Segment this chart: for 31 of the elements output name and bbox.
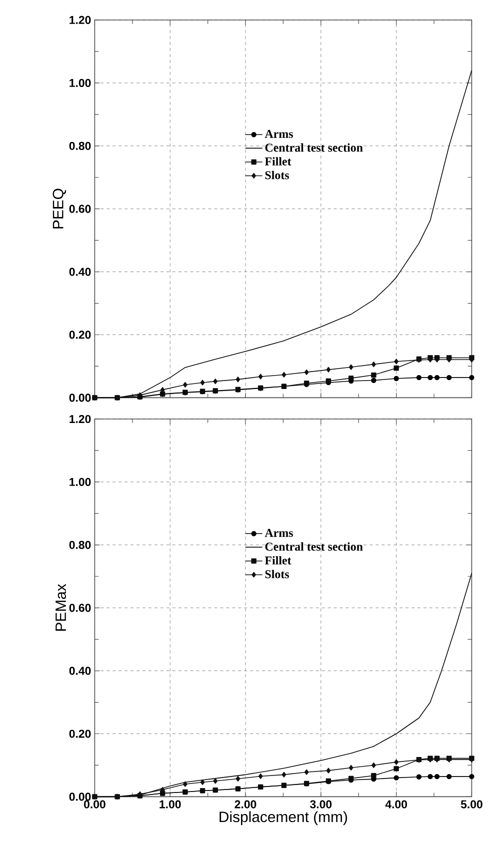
x-axis-title: Displacement (mm) — [220, 811, 348, 826]
legend-label: Fillet — [264, 157, 292, 166]
y-tick-label: 0.60 — [69, 604, 91, 612]
legend-label: Central test section — [265, 542, 363, 551]
legend-label: Fillet — [264, 556, 292, 564]
legend-label: Central test section — [265, 143, 363, 152]
y-tick-label: 0.00 — [69, 394, 91, 402]
x-tick-label: 2.00 — [234, 800, 256, 808]
y-axis-title: PEMax — [56, 584, 66, 631]
legend-label: Arms — [264, 528, 293, 537]
y-tick-label: 0.00 — [69, 792, 91, 801]
x-tick-label: 1.00 — [160, 800, 181, 808]
y-tick-label: 0.20 — [69, 730, 91, 738]
x-tick-label: 5.00 — [460, 800, 482, 808]
y-tick-label: 1.00 — [70, 78, 91, 87]
legend-label: Slots — [265, 570, 290, 578]
y-tick-label: 1.20 — [70, 414, 91, 424]
y-tick-label: 0.40 — [69, 268, 91, 276]
y-tick-label: 1.00 — [70, 478, 91, 486]
y-tick-label: 0.80 — [69, 540, 91, 549]
x-tick-label: 4.00 — [385, 800, 407, 808]
legend-label: Arms — [264, 130, 293, 138]
y-axis-title: PEEQ — [52, 188, 66, 228]
y-tick-label: 1.20 — [70, 16, 91, 24]
legend-label: Slots — [265, 170, 290, 180]
y-tick-label: 0.40 — [69, 666, 91, 675]
x-tick-label: 3.00 — [310, 800, 332, 808]
x-tick-label: 0.00 — [84, 800, 106, 808]
y-tick-label: 0.20 — [69, 330, 91, 339]
y-tick-label: 0.80 — [69, 142, 91, 150]
y-tick-label: 0.60 — [69, 204, 91, 213]
